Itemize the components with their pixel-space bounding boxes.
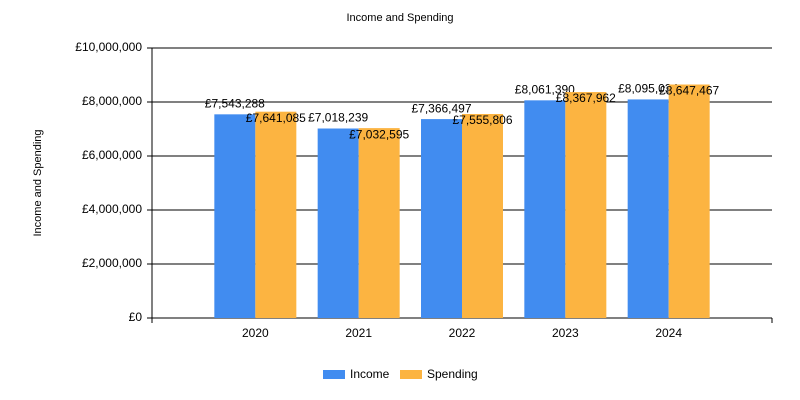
bar	[627, 99, 669, 318]
bar	[317, 128, 359, 318]
bar	[214, 114, 256, 318]
x-tick-label: 2021	[345, 326, 372, 340]
data-label: £7,641,085	[246, 111, 306, 125]
x-tick-label: 2022	[449, 326, 476, 340]
bar	[358, 128, 400, 318]
data-label: £7,018,239	[308, 111, 368, 125]
y-tick-label: £0	[129, 310, 143, 324]
y-tick-label: £10,000,000	[75, 40, 142, 54]
y-tick-label: £2,000,000	[82, 256, 142, 270]
x-tick-label: 2024	[655, 326, 682, 340]
data-label: £7,543,288	[205, 97, 265, 111]
data-label: £8,367,962	[556, 91, 616, 105]
data-label: £8,647,467	[659, 84, 719, 98]
data-label: £7,555,806	[452, 113, 512, 127]
y-tick-label: £6,000,000	[82, 148, 142, 162]
bar	[462, 113, 503, 318]
x-tick-label: 2023	[552, 326, 579, 340]
bar	[668, 84, 710, 318]
x-tick-label: 2020	[242, 326, 269, 340]
legend-label: Spending	[427, 367, 478, 381]
bar	[524, 100, 566, 318]
bar	[565, 92, 607, 318]
legend-swatch	[400, 370, 422, 379]
data-label: £8,061,390	[515, 83, 575, 97]
bar	[421, 119, 462, 318]
chart-title: Income and Spending	[346, 12, 453, 24]
y-tick-label: £8,000,000	[82, 94, 142, 108]
bar	[255, 111, 297, 318]
data-label: £7,032,595	[349, 127, 409, 141]
data-label: £7,366,497	[411, 101, 471, 115]
y-axis-title: Income and Spending	[32, 129, 44, 236]
legend-swatch	[323, 370, 345, 379]
y-tick-label: £4,000,000	[82, 202, 142, 216]
data-label: £8,095,034	[618, 82, 678, 96]
legend-label: Income	[350, 367, 390, 381]
